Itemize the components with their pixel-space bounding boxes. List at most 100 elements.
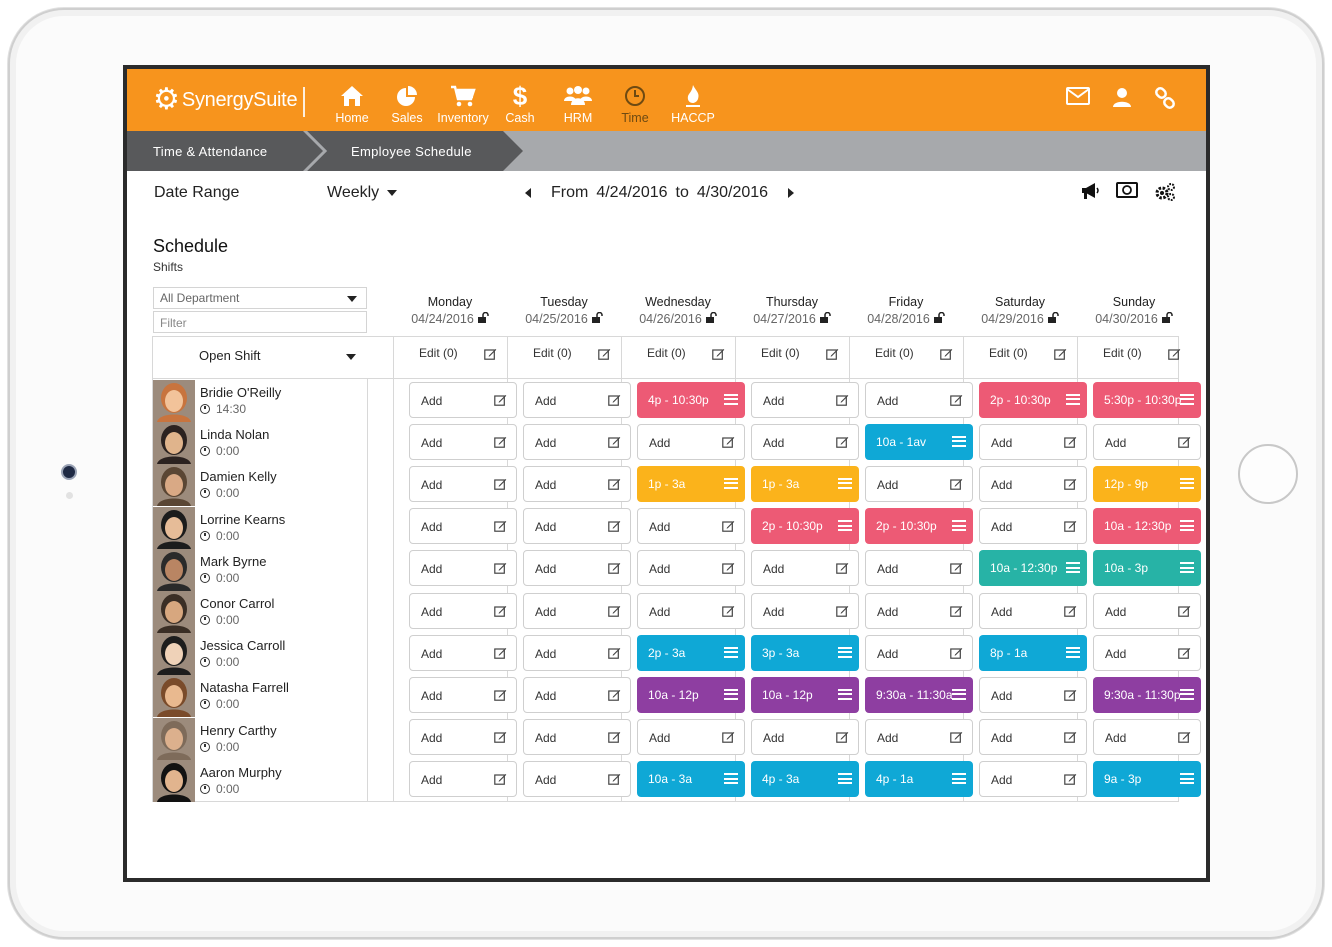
edit-icon[interactable] — [494, 520, 507, 532]
edit-shifts-link[interactable]: Edit (0) — [989, 346, 1028, 360]
menu-icon[interactable] — [724, 646, 738, 658]
edit-icon[interactable] — [608, 394, 621, 406]
breadcrumb-time-attendance[interactable]: Time & Attendance — [127, 131, 325, 171]
edit-icon[interactable] — [722, 562, 735, 575]
add-shift-button[interactable]: Add — [637, 423, 745, 460]
add-shift-button[interactable]: Add — [751, 592, 859, 629]
unlock-icon[interactable] — [477, 311, 489, 326]
employee-row[interactable]: Bridie O'Reilly 14:30 — [153, 380, 367, 422]
edit-icon[interactable] — [494, 647, 507, 659]
menu-icon[interactable] — [838, 520, 852, 532]
shift-block[interactable]: 2p - 3a — [637, 634, 745, 671]
add-shift-button[interactable]: Add — [979, 592, 1087, 629]
add-shift-button[interactable]: Add — [865, 550, 973, 587]
add-shift-button[interactable]: Add — [409, 550, 517, 587]
edit-icon[interactable] — [494, 731, 507, 743]
edit-icon[interactable] — [608, 731, 621, 743]
edit-icon[interactable] — [1064, 605, 1077, 617]
menu-icon[interactable] — [838, 773, 852, 785]
shift-block[interactable]: 10a - 12:30p — [1093, 508, 1201, 545]
employee-row[interactable]: Natasha Farrell 0:00 — [153, 675, 367, 718]
unlock-icon[interactable] — [1161, 311, 1173, 326]
shift-block[interactable]: 2p - 10:30p — [979, 381, 1087, 418]
edit-icon[interactable] — [950, 605, 963, 617]
edit-icon[interactable] — [950, 647, 963, 659]
add-shift-button[interactable]: Add — [409, 719, 517, 756]
shift-block[interactable]: 10a - 3a — [637, 761, 745, 798]
menu-icon[interactable] — [952, 773, 966, 785]
edit-icon[interactable] — [608, 773, 621, 786]
menu-icon[interactable] — [952, 435, 966, 447]
add-shift-button[interactable]: Add — [409, 381, 517, 418]
menu-icon[interactable] — [1066, 646, 1080, 658]
add-shift-button[interactable]: Add — [979, 465, 1087, 502]
breadcrumb-employee-schedule[interactable]: Employee Schedule — [307, 131, 523, 171]
add-shift-button[interactable]: Add — [637, 719, 745, 756]
edit-icon[interactable] — [484, 347, 497, 360]
edit-icon[interactable] — [722, 436, 735, 448]
mail-icon[interactable] — [1066, 87, 1090, 114]
add-shift-button[interactable]: Add — [409, 676, 517, 713]
edit-icon[interactable] — [494, 689, 507, 701]
shift-block[interactable]: 10a - 12:30p — [979, 550, 1087, 587]
shift-block[interactable]: 9a - 3p — [1093, 761, 1201, 798]
add-shift-button[interactable]: Add — [409, 761, 517, 798]
add-shift-button[interactable]: Add — [637, 592, 745, 629]
menu-icon[interactable] — [1180, 562, 1194, 574]
edit-icon[interactable] — [722, 731, 735, 743]
add-shift-button[interactable]: Add — [751, 719, 859, 756]
chevron-down-icon[interactable] — [346, 354, 356, 360]
shift-block[interactable]: 5:30p - 10:30p — [1093, 381, 1201, 418]
edit-shifts-link[interactable]: Edit (0) — [1103, 346, 1142, 360]
edit-icon[interactable] — [950, 478, 963, 490]
add-shift-button[interactable]: Add — [523, 592, 631, 629]
edit-icon[interactable] — [494, 436, 507, 448]
add-shift-button[interactable]: Add — [979, 761, 1087, 798]
add-shift-button[interactable]: Add — [523, 381, 631, 418]
employee-row[interactable]: Damien Kelly 0:00 — [153, 464, 367, 507]
add-shift-button[interactable]: Add — [751, 381, 859, 418]
add-shift-button[interactable]: Add — [637, 508, 745, 545]
menu-icon[interactable] — [1180, 773, 1194, 785]
add-shift-button[interactable]: Add — [979, 676, 1087, 713]
add-shift-button[interactable]: Add — [409, 634, 517, 671]
add-shift-button[interactable]: Add — [523, 423, 631, 460]
brand-logo[interactable]: ⚙ SynergySuite — [153, 83, 298, 117]
edit-icon[interactable] — [494, 478, 507, 490]
shift-block[interactable]: 1p - 3a — [751, 465, 859, 502]
edit-icon[interactable] — [494, 605, 507, 617]
edit-shifts-link[interactable]: Edit (0) — [647, 346, 686, 360]
add-shift-button[interactable]: Add — [751, 423, 859, 460]
range-mode-select[interactable]: Weekly — [327, 184, 398, 202]
unlock-icon[interactable] — [819, 311, 831, 326]
edit-icon[interactable] — [1064, 773, 1077, 786]
edit-icon[interactable] — [836, 562, 849, 575]
add-shift-button[interactable]: Add — [523, 676, 631, 713]
next-week-icon[interactable] — [788, 188, 795, 198]
edit-icon[interactable] — [608, 478, 621, 490]
shift-block[interactable]: 2p - 10:30p — [865, 508, 973, 545]
edit-icon[interactable] — [950, 562, 963, 575]
add-shift-button[interactable]: Add — [979, 508, 1087, 545]
edit-icon[interactable] — [712, 347, 725, 360]
add-shift-button[interactable]: Add — [523, 465, 631, 502]
link-icon[interactable] — [1154, 87, 1176, 114]
nav-item-time[interactable]: Time — [609, 69, 661, 125]
edit-icon[interactable] — [1054, 347, 1067, 360]
menu-icon[interactable] — [838, 688, 852, 700]
add-shift-button[interactable]: Add — [523, 761, 631, 798]
edit-icon[interactable] — [950, 731, 963, 743]
edit-icon[interactable] — [608, 562, 621, 575]
nav-item-cash[interactable]: $ Cash — [493, 69, 547, 125]
department-select[interactable]: All Department — [153, 287, 367, 309]
employee-row[interactable]: Aaron Murphy 0:00 — [153, 759, 367, 802]
shift-block[interactable]: 4p - 3a — [751, 761, 859, 798]
add-shift-button[interactable]: Add — [1093, 634, 1201, 671]
edit-icon[interactable] — [494, 773, 507, 786]
unlock-icon[interactable] — [591, 311, 603, 326]
edit-icon[interactable] — [1064, 436, 1077, 448]
shift-block[interactable]: 10a - 1av — [865, 423, 973, 460]
edit-icon[interactable] — [494, 562, 507, 575]
edit-icon[interactable] — [1064, 478, 1077, 490]
add-shift-button[interactable]: Add — [523, 719, 631, 756]
